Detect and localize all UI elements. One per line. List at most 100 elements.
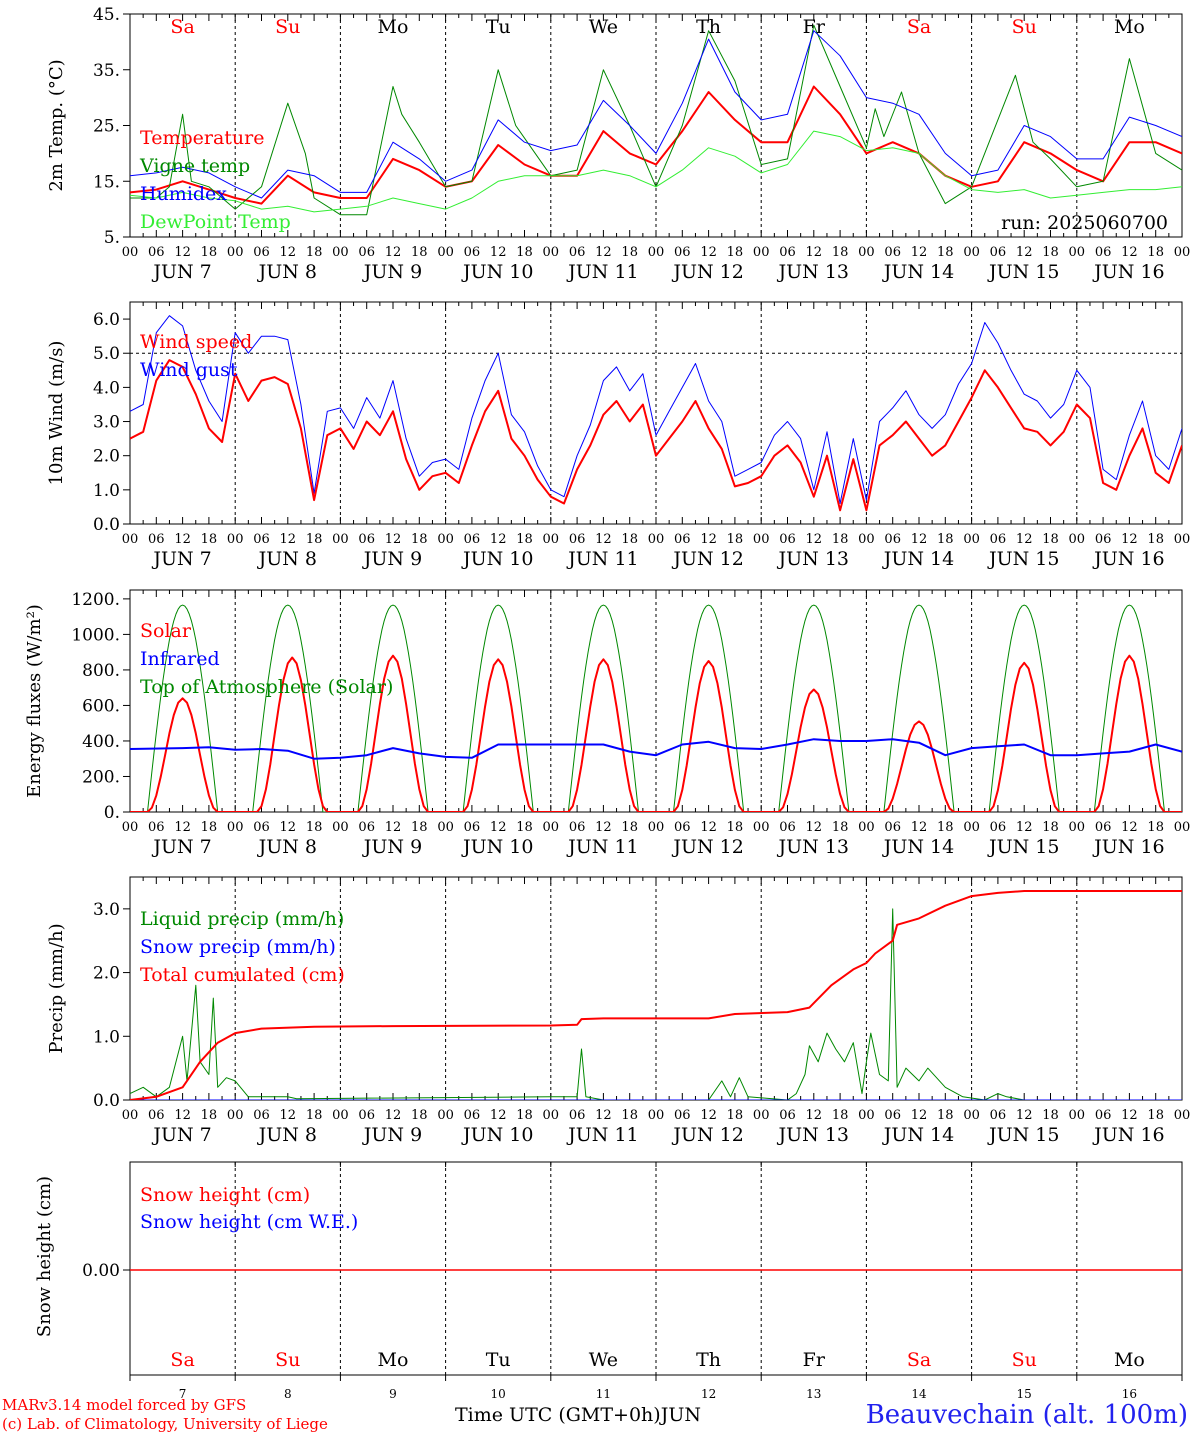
series-line-infrared (130, 738, 1182, 760)
hour-tick-label: 06 (990, 820, 1007, 835)
hour-tick-label: 12 (595, 245, 612, 260)
hour-tick-label: 12 (700, 820, 717, 835)
hour-tick-label: 06 (990, 1108, 1007, 1123)
hour-tick-label: 00 (1069, 245, 1086, 260)
hour-tick-label: 12 (174, 1108, 191, 1123)
date-label: JUN 10 (461, 1124, 533, 1146)
credit-line-model: MARv3.14 model forced by GFS (2, 1396, 247, 1414)
series-line-wind-speed (130, 359, 1182, 512)
weekday-label: Su (1012, 16, 1037, 38)
hour-tick-label: 00 (1069, 532, 1086, 547)
y-tick-label: 4.0 (93, 378, 120, 398)
station-label: Beauvechain (alt. 100m) (865, 1400, 1188, 1430)
hour-tick-label: 00 (332, 532, 349, 547)
hour-tick-label: 00 (332, 1108, 349, 1123)
hour-tick-label: 00 (437, 1108, 454, 1123)
hour-tick-label: 18 (621, 245, 638, 260)
hour-tick-label: 00 (648, 245, 665, 260)
date-label: JUN 7 (151, 548, 211, 570)
hour-tick-label: 12 (280, 820, 297, 835)
y-tick-label: 15. (93, 172, 120, 192)
date-label: JUN 15 (987, 1124, 1059, 1146)
hour-tick-label: 18 (516, 532, 533, 547)
hour-tick-label: 12 (806, 245, 823, 260)
hour-tick-label: 12 (1121, 532, 1138, 547)
date-label: JUN 11 (566, 261, 638, 283)
y-tick-label: 45. (93, 5, 120, 25)
panel-1-y-axis-label: 2m Temp. (°C) (46, 59, 67, 191)
day-number-label: 15 (1017, 1387, 1032, 1401)
date-label: JUN 11 (566, 836, 638, 858)
day-number-label: 12 (701, 1387, 716, 1401)
legend-entry: Infrared (140, 648, 220, 670)
x-axis-title: Time UTC (GMT+0h)JUN (455, 1404, 701, 1426)
date-label: JUN 14 (882, 836, 954, 858)
date-label: JUN 9 (362, 836, 422, 858)
hour-tick-label: 18 (1042, 1108, 1059, 1123)
hour-tick-label: 12 (700, 532, 717, 547)
hour-tick-label: 00 (122, 1108, 139, 1123)
day-number-label: 10 (491, 1387, 506, 1401)
hour-tick-label: 00 (858, 532, 875, 547)
date-label: JUN 13 (777, 261, 849, 283)
weekday-label: Su (275, 1349, 300, 1371)
hour-tick-label: 00 (963, 1108, 980, 1123)
hour-tick-label: 00 (1069, 1108, 1086, 1123)
hour-tick-label: 18 (1147, 820, 1164, 835)
date-label: JUN 8 (257, 836, 317, 858)
date-label: JUN 12 (671, 1124, 743, 1146)
y-tick-label: 35. (93, 61, 120, 81)
date-label: JUN 13 (777, 836, 849, 858)
date-label: JUN 14 (882, 1124, 954, 1146)
y-tick-label: 25. (93, 117, 120, 137)
hour-tick-label: 12 (595, 532, 612, 547)
hour-tick-label: 18 (727, 820, 744, 835)
hour-tick-label: 18 (937, 532, 954, 547)
date-label: JUN 10 (461, 548, 533, 570)
hour-tick-label: 06 (253, 820, 270, 835)
hour-tick-label: 00 (753, 532, 770, 547)
hour-tick-label: 06 (464, 532, 481, 547)
hour-tick-label: 00 (332, 245, 349, 260)
panel-1-weekday-labels: Sa Su Mo Tu We Th Fr Sa Su Mo (170, 16, 1144, 38)
date-label: JUN 16 (1092, 261, 1164, 283)
hour-tick-label: 00 (1174, 532, 1191, 547)
x-axis-title-text: Time UTC (GMT+0h) (455, 1404, 661, 1426)
panel-2-frame (129, 301, 1183, 525)
hour-tick-label: 06 (569, 245, 586, 260)
hour-tick-label: 06 (358, 532, 375, 547)
hour-tick-label: 12 (280, 245, 297, 260)
hour-tick-label: 00 (858, 820, 875, 835)
day-number-label: 16 (1122, 1387, 1137, 1401)
panel-5-y-axis-label: Snow height (cm) (34, 1176, 55, 1337)
hour-tick-label: 00 (963, 820, 980, 835)
panel-1-legend: Temperature Vigne temp Humidex DewPoint Tem… (139, 127, 291, 233)
date-label: JUN 10 (461, 836, 533, 858)
hour-tick-label: 18 (306, 820, 323, 835)
hour-tick-label: 18 (1147, 532, 1164, 547)
legend-entry: Snow height (cm W.E.) (140, 1211, 358, 1233)
y-tick-label: 0.0 (93, 1091, 120, 1111)
hour-tick-label: 12 (1016, 245, 1033, 260)
y-tick-label: 1.0 (93, 1027, 120, 1047)
hour-tick-label: 18 (621, 820, 638, 835)
hour-tick-label: 06 (779, 245, 796, 260)
date-label: JUN 12 (671, 548, 743, 570)
panel-3-legend: Solar Infrared Top of Atmosphere (Solar) (140, 620, 393, 698)
series-line-wind-gust (130, 315, 1182, 504)
panel-4-frame (129, 876, 1183, 1101)
hour-tick-label: 06 (1095, 245, 1112, 260)
hour-tick-label: 06 (884, 245, 901, 260)
hour-tick-label: 12 (280, 1108, 297, 1123)
y-tick-label: 1000. (71, 625, 120, 645)
hour-tick-label: 06 (674, 245, 691, 260)
y-tick-label: 800. (82, 661, 120, 681)
hour-tick-label: 12 (806, 820, 823, 835)
credit-line-lab: (c) Lab. of Climatology, University of L… (2, 1415, 328, 1433)
hour-tick-label: 06 (779, 532, 796, 547)
hour-tick-label: 18 (201, 1108, 218, 1123)
hour-tick-label: 00 (648, 532, 665, 547)
hour-tick-label: 18 (832, 532, 849, 547)
hour-tick-label: 00 (227, 1108, 244, 1123)
hour-tick-label: 00 (437, 245, 454, 260)
